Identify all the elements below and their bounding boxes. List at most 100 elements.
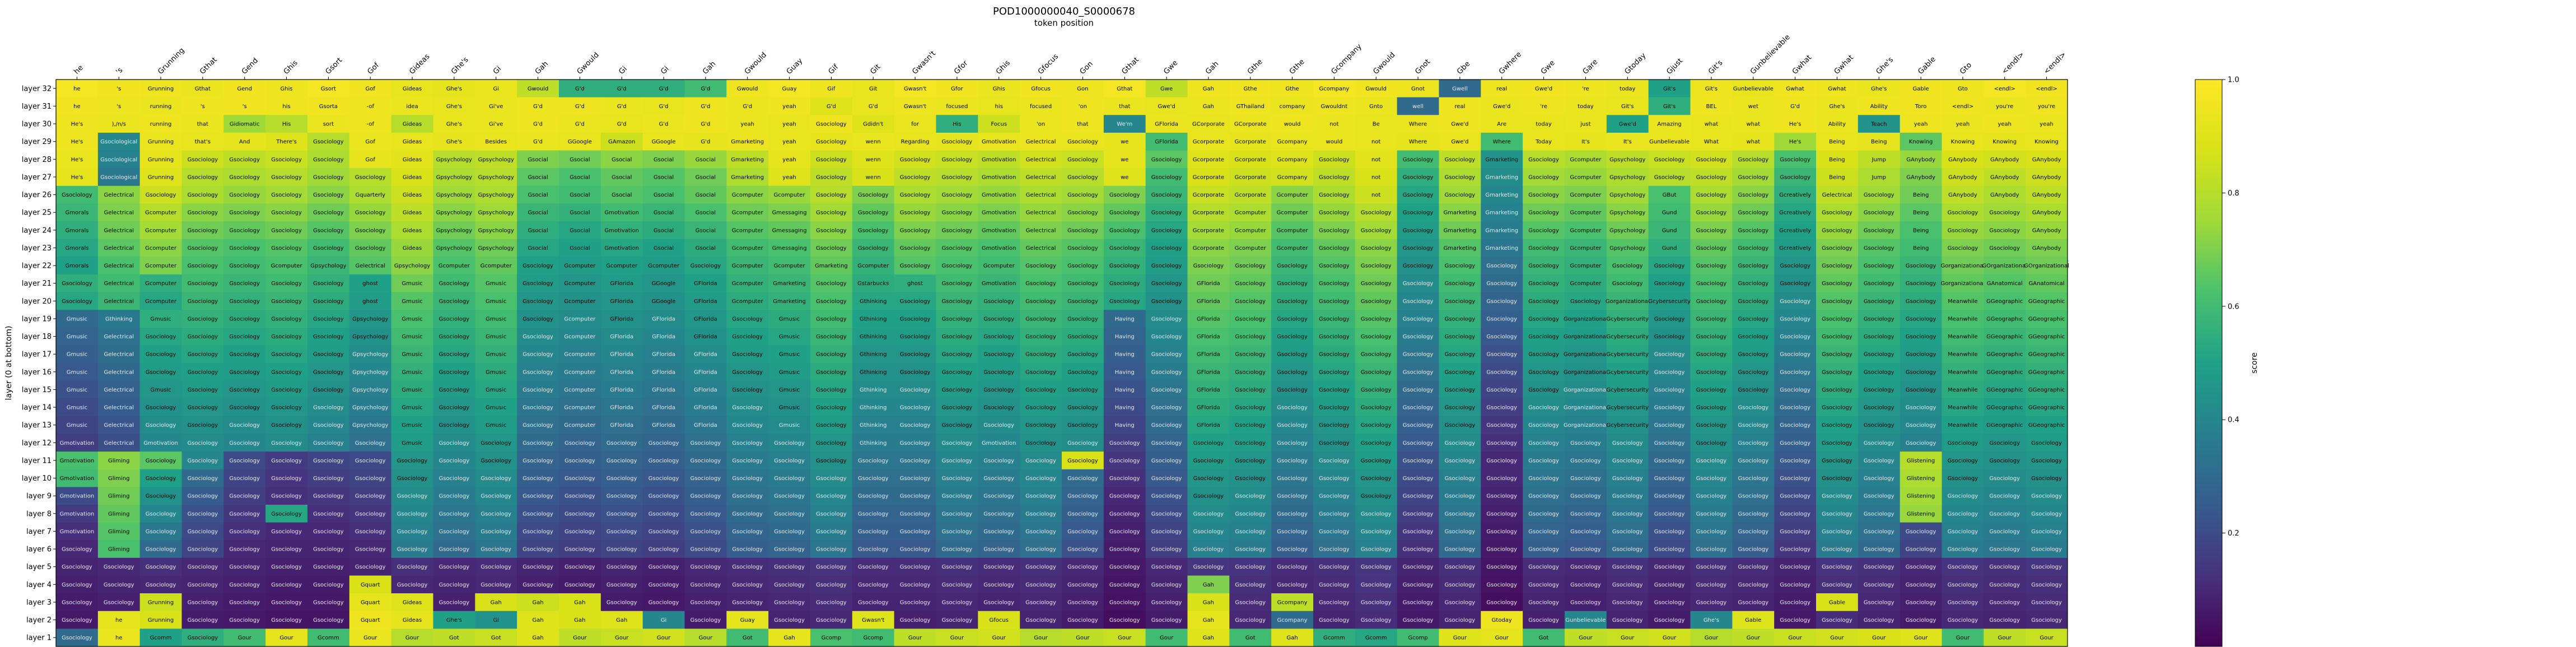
heatmap-cell-label: Gsociology: [313, 334, 344, 340]
heatmap-cell-label: Gmarketing: [1444, 227, 1477, 234]
heatmap-cell-label: Gsociology: [1822, 476, 1852, 482]
heatmap-cell-label: Gsociology: [858, 529, 889, 535]
heatmap-cell-label: Gmessaging: [772, 245, 807, 252]
heatmap-cell-label: Gsociology: [1822, 387, 1852, 393]
heatmap-cell-label: Gsociology: [1151, 564, 1182, 570]
heatmap-cell-label: G'd: [701, 139, 710, 145]
heatmap-cell-label: Gsociology: [355, 174, 386, 180]
heatmap-cell: [559, 150, 601, 169]
heatmap-cell-label: Gsociology: [1822, 352, 1852, 358]
heatmap-cell-label: Today: [1535, 139, 1552, 145]
heatmap-cell-label: Gsociology: [1403, 174, 1434, 180]
heatmap-cell-label: Gsociology: [1612, 529, 1643, 535]
heatmap-cell-label: GGeographic: [2028, 422, 2065, 429]
heatmap-cell-label: Gsociology: [1151, 192, 1182, 198]
heatmap-cell-label: Gsociology: [1403, 299, 1434, 305]
heatmap-cell: [726, 185, 769, 204]
heatmap-cell-label: Gsociology: [1780, 387, 1810, 393]
heatmap-cell: [1858, 185, 1901, 204]
heatmap-cell-label: Gideas: [403, 210, 422, 216]
heatmap-cell-label: Gsociology: [1738, 192, 1768, 198]
heatmap-cell-label: Gsociology: [1109, 529, 1140, 535]
heatmap-cell-label: Gsociology: [1696, 387, 1727, 393]
heatmap-cell-label: Gsociology: [1445, 387, 1476, 393]
heatmap-cell-label: Meanwhile: [1948, 405, 1977, 411]
heatmap-cell-label: Gsociology: [1235, 281, 1266, 287]
heatmap-cell-label: Gsociology: [1822, 369, 1852, 375]
heatmap-cell-label: Gpsychology: [352, 316, 388, 322]
heatmap-cell-label: Gsociology: [522, 564, 553, 570]
heatmap-cell-label: Gfor: [951, 86, 963, 92]
heatmap-cell-label: GFlorida: [694, 422, 717, 429]
heatmap-cell: [600, 150, 643, 169]
heatmap-cell-label: Gsociology: [1361, 281, 1392, 287]
heatmap-cell-label: Gelectrical: [104, 352, 134, 358]
heatmap-cell: [1313, 115, 1356, 133]
heatmap-cell-label: Gsociology: [229, 494, 260, 500]
heatmap-cell-label: Gsociology: [1151, 617, 1182, 623]
heatmap-cell-label: Gah: [783, 635, 795, 641]
heatmap-cell: [265, 115, 308, 133]
heatmap-cell-label: real: [1454, 104, 1465, 110]
heatmap-cell-label: GGoogle: [652, 299, 676, 305]
heatmap-cell-label: Gsociology: [606, 440, 637, 446]
heatmap-cell-label: Gsociology: [1780, 617, 1810, 623]
heatmap-cell-label: Gsociology: [439, 582, 470, 588]
heatmap-cell-label: Gsociology: [648, 547, 679, 553]
heatmap-cell-label: Gsociology: [1361, 529, 1392, 535]
heatmap-cell-label: Gsociological: [100, 174, 137, 180]
heatmap-cell-label: Gpsychology: [478, 192, 514, 198]
heatmap-cell-label: Gour: [405, 635, 419, 641]
heatmap-cell-label: Gsociology: [1528, 405, 1559, 411]
heatmap-cell: [1103, 203, 1146, 222]
heatmap-cell: [223, 185, 266, 204]
heatmap-cell-label: Gcybersecurity: [1606, 422, 1649, 429]
heatmap-cell-label: Gsociology: [229, 369, 260, 375]
heatmap-cell-label: Gsociology: [1025, 316, 1056, 322]
heatmap-cell: [1774, 97, 1817, 115]
heatmap-cell: [1648, 80, 1691, 98]
heatmap-cell-label: Gsociology: [1067, 476, 1098, 482]
heatmap-cell-label: yeah: [1998, 122, 2012, 128]
heatmap-cell-label: Gsocial: [696, 245, 716, 252]
heatmap-cell-label: Gmusic: [486, 387, 506, 393]
heatmap-cell-label: Gi: [493, 617, 499, 623]
heatmap-cell-label: GFlorida: [694, 369, 717, 375]
heatmap-cell-label: Gsociology: [1780, 476, 1810, 482]
heatmap-cell-label: Gah: [1286, 635, 1298, 641]
heatmap-cell-label: Are: [1497, 122, 1506, 128]
heatmap-cell-label: Gsociology: [648, 511, 679, 517]
heatmap-cell-label: Gsociology: [188, 227, 218, 234]
heatmap-cell-label: Gsociology: [1151, 281, 1182, 287]
heatmap-cell: [433, 115, 475, 133]
heatmap-cell-label: Gmusic: [486, 352, 506, 358]
heatmap-cell-label: Gsociology: [1151, 245, 1182, 252]
heatmap-cell-label: GFlorida: [610, 299, 633, 305]
heatmap-cell-label: Gcomputer: [564, 422, 596, 429]
heatmap-cell-label: Gsociology: [1361, 599, 1392, 606]
heatmap-cell-label: Gsociology: [1403, 529, 1434, 535]
heatmap-cell-label: Gsociology: [146, 476, 176, 482]
heatmap-cell-label: Gsociology: [816, 157, 847, 163]
heatmap-cell-label: Having: [1115, 387, 1135, 393]
heatmap-cell-label: Gmarketing: [815, 263, 848, 269]
heatmap-cell-label: Gpsychology: [352, 387, 388, 393]
heatmap-cell-label: Gcybersecurity: [1648, 299, 1691, 305]
heatmap-cell-label: Gsociology: [439, 299, 470, 305]
heatmap-cell-label: Gsociology: [1486, 511, 1517, 517]
heatmap-cell-label: Gsociology: [1570, 440, 1601, 446]
heatmap-cell-label: Meanwhile: [1948, 422, 1977, 429]
heatmap-cell-label: Gsocial: [570, 174, 590, 180]
heatmap-cell-label: Gsociology: [1822, 582, 1852, 588]
heatmap-cell-label: Gah: [1203, 86, 1214, 92]
heatmap-cell-label: G'd: [533, 139, 543, 145]
heatmap-cell-label: Gsociology: [1864, 422, 1894, 429]
heatmap-cell-label: Gsociology: [1570, 564, 1601, 570]
heatmap-cell-label: Gsociology: [271, 316, 302, 322]
heatmap-cell-label: Gsociology: [1235, 352, 1266, 358]
heatmap-cell: [1229, 97, 1272, 115]
heatmap-cell-label: Gmusic: [402, 387, 422, 393]
heatmap-cell: [1397, 80, 1439, 98]
heatmap-cell-label: Gsociology: [690, 564, 721, 570]
heatmap-cell-label: Gsociology: [1864, 245, 1894, 252]
